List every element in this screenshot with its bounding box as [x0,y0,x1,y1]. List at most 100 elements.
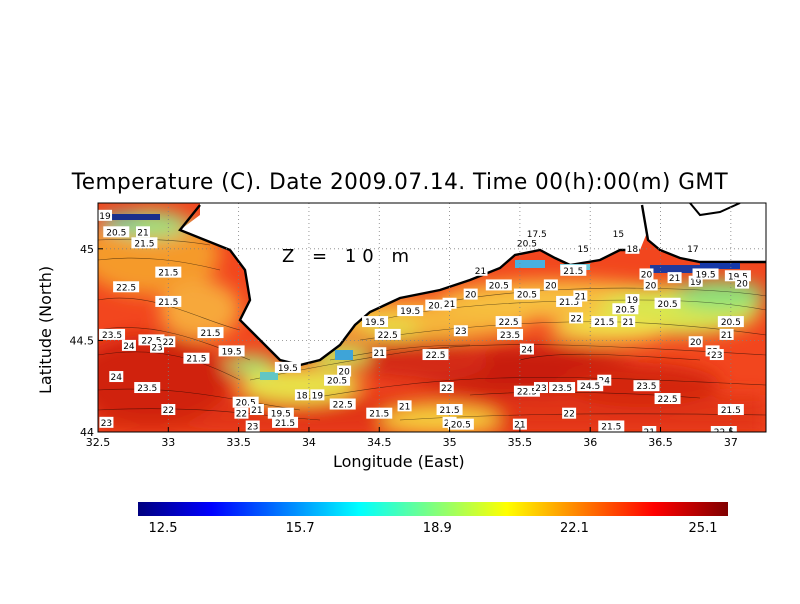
contour-label: 19.5 [267,407,294,420]
contour-label: 21.5 [155,295,182,308]
contour-label-bg [234,407,249,419]
contour-label-text: 22.5 [658,395,678,405]
contour-label: 19.5 [362,316,389,328]
contour-label: 24 [109,371,124,383]
contour-label-bg [560,264,587,276]
contour-label-text: 20 [641,270,653,280]
contour-label-bg [155,295,182,307]
contour-label-bg [642,426,657,432]
contour-label-bg [591,316,618,328]
contour-label-text: 21.5 [200,329,220,339]
contour-label-text: 21.5 [158,269,178,279]
contour-label: 19.5 [397,305,424,317]
contour-label-bg [197,327,224,339]
contour-label: 21.5 [272,416,299,429]
contour-label-text: 19.5 [400,307,420,317]
contour-label-bg [267,407,294,419]
contour-label: 24 [519,343,534,356]
contour-label-text: 22.5 [141,336,161,346]
contour-label-bg [113,281,140,293]
contour-label-bg [612,303,639,315]
plot-frame [97,202,767,433]
contour-label-bg [654,393,681,405]
contour-label: 22.5 [138,334,165,346]
contour-label-text: 20 [465,291,477,301]
colorbar-tick-label: 22.1 [559,521,589,536]
contour-label: 22.5 [374,328,401,341]
contour-label-text: 21.5 [440,406,460,416]
contour-label: 20.5 [513,237,540,249]
contour-label-bg [249,404,264,416]
contour-label-text: 20.5 [236,399,256,409]
contour-label-text: 20.5 [327,377,347,387]
contour-label-bg [710,426,737,432]
contour-label-text: 23 [455,327,466,337]
contour-label-text: 18 [296,391,308,401]
contour-label: 21 [719,328,734,341]
contour-label-bg [442,297,457,309]
contour-label-text: 19.5 [278,364,298,374]
contour-label-text: 21 [251,406,262,416]
contour-label-text: 21 [575,292,586,302]
contour-label: 22 [439,382,454,394]
contour-label-bg [719,328,734,340]
contour-label: 21.5 [366,407,393,420]
contour-label: 20 [463,288,478,301]
contour-label-text: 21 [399,402,410,412]
contour-label-text: 20.5 [658,300,678,310]
contour-label: 20.5 [513,288,540,301]
coastline-taman [640,204,766,264]
contour-label-text: 21.5 [158,298,178,308]
contour-label-text: 21.5 [601,423,621,433]
x-tick-label: 32.5 [86,436,111,449]
contour-label-bg [513,237,540,249]
x-axis-label: Longitude (East) [333,452,465,471]
contour-label-text: 21.5 [275,419,295,429]
contour-label-bg [436,404,463,416]
contour-label-bg [232,396,259,408]
contour-label: 21.5 [197,327,224,339]
contour-label-text: 15 [613,230,624,240]
x-tick-label: 34.5 [367,436,392,449]
contour-label-text: 22 [236,410,247,420]
contour-label: 20 [543,279,558,291]
contour-label-bg [422,349,449,361]
contour-label: 21 [249,404,264,416]
contour-label-text: 20.5 [517,291,537,301]
contour-label-text: 20 [645,281,657,291]
contour-label-bg [549,382,576,394]
contour-label-text: 24 [123,342,135,352]
contour-label-bg [485,279,512,291]
y-axis-ticks: 45 44.5 44 [70,243,103,439]
contour-label-text: 21.5 [559,298,579,308]
contour-label-bg [692,268,719,280]
contour-label-bg [121,339,136,351]
contour-label-bg [625,242,640,254]
contour-label-bg [735,277,750,289]
contour-label-text: 20.5 [517,239,537,249]
contour-label-bg [519,343,534,355]
contour-label-text: 19.5 [222,347,242,357]
contour-label-bg [138,334,165,346]
contour-label-text: 20 [338,368,350,378]
colorbar-tick-label: 12.5 [148,521,178,536]
chart-title: Temperature (C). Date 2009.07.14. Time 0… [71,170,729,195]
contour-label: 19.5 [692,268,719,280]
contour-label-bg [439,382,454,394]
contour-label-bg [625,294,640,306]
coastline-azov [689,203,741,217]
contour-label: 15 [611,228,626,240]
contour-label-bg [218,345,245,357]
x-tick-label: 36 [583,436,597,449]
x-axis-ticks: 32.5 33 33.5 34 34.5 35 35.5 36 36.5 37 [86,427,738,449]
contour-label: 21 [136,226,151,238]
grid-lines [98,203,766,432]
contour-label-text: 19 [690,278,702,288]
contour-label-text: 23 [151,344,162,354]
y-tick-label: 44.5 [70,334,95,347]
contour-label-bg [597,374,612,386]
contour-label-bg [161,336,176,348]
contour-label-text: 21 [374,349,385,359]
contour-label-text: 22.5 [499,318,519,328]
